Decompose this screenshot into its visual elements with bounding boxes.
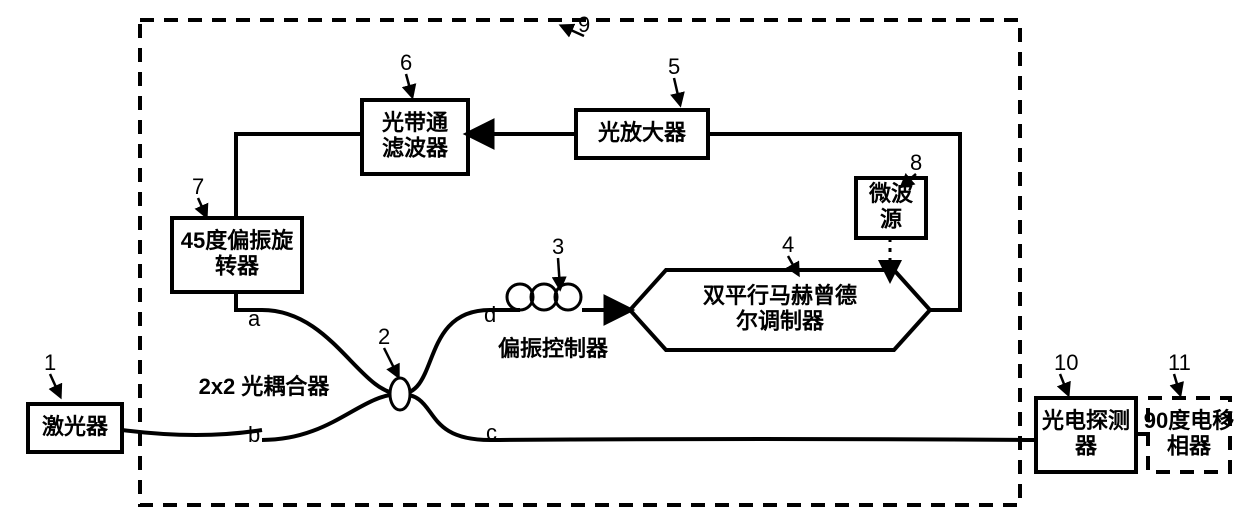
callout-arrow-6 xyxy=(406,74,412,96)
block-microwave-label-line-0: 微波 xyxy=(868,181,914,206)
diagram-canvas: 激光器 45度偏振旋转器 光带通滤波器 光放大器微波源光电探测器 90度电移相器 双平行马… xyxy=(0,0,1240,521)
callout-num-6: 6 xyxy=(400,50,412,75)
callout-num-4: 4 xyxy=(782,232,794,257)
callout-arrow-3 xyxy=(558,258,560,288)
block-modulator-label-line-1: 尔调制器 xyxy=(736,308,825,333)
callout-arrow-7 xyxy=(198,198,206,216)
callout-num-2: 2 xyxy=(378,324,390,349)
callout-num-7: 7 xyxy=(192,174,204,199)
callout-num-10: 10 xyxy=(1054,350,1078,375)
pol-ctrl-loop xyxy=(531,284,557,310)
block-detector-label-line-0: 光电探测 xyxy=(1041,408,1130,433)
coupler-ring xyxy=(390,378,410,410)
callout-num-3: 3 xyxy=(552,234,564,259)
block-filter-label-line-1: 滤波器 xyxy=(382,135,449,160)
callout-num-1: 1 xyxy=(44,350,56,375)
callout-num-11: 11 xyxy=(1168,350,1191,375)
wire-filter_left xyxy=(236,134,362,218)
coupler-port-d: d xyxy=(484,302,496,327)
block-amplifier-label-line-0: 光放大器 xyxy=(597,120,687,145)
block-detector-label-line-1: 器 xyxy=(1074,433,1098,458)
callout-arrow-10 xyxy=(1060,374,1068,394)
block-phaseshift-label-line-0: 90度电移 xyxy=(1144,408,1234,433)
pol-ctrl-loop xyxy=(507,284,533,310)
block-filter-label-line-0: 光带通 xyxy=(381,110,448,135)
block-phaseshift-label-line-1: 相器 xyxy=(1167,433,1212,458)
coupler-port-b: b xyxy=(248,422,260,447)
pol-ctrl-label: 偏振控制器 xyxy=(498,336,609,361)
block-rotator-label-line-1: 转器 xyxy=(215,253,260,278)
coupler-label: 2x2 光耦合器 xyxy=(199,374,331,399)
callout-num-5: 5 xyxy=(668,54,680,79)
callout-arrow-5 xyxy=(674,78,680,104)
callout-arrow-11 xyxy=(1174,374,1180,394)
callout-arrow-2 xyxy=(384,348,398,376)
callout-num-8: 8 xyxy=(910,150,922,175)
wire-laser_right xyxy=(122,430,262,435)
block-modulator-label-line-0: 双平行马赫曾德 xyxy=(703,283,857,308)
block-rotator-label-line-0: 45度偏振旋 xyxy=(181,228,294,253)
callout-arrow-1 xyxy=(50,374,60,396)
wire-coupler_c xyxy=(490,439,1036,440)
block-microwave-label-line-1: 源 xyxy=(880,206,902,231)
block-laser-label-line-0: 激光器 xyxy=(42,414,109,439)
